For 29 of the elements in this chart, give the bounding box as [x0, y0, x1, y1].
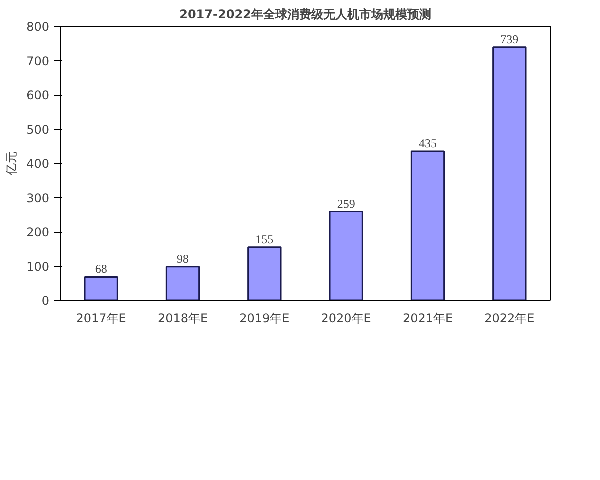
- data-label: 98: [177, 252, 189, 266]
- bar: [410, 150, 446, 300]
- data-label: 155: [256, 232, 274, 246]
- x-tick-label: 2020年E: [321, 312, 372, 326]
- x-tick-label: 2018年E: [158, 312, 208, 326]
- y-tick-label: 500: [26, 122, 50, 137]
- y-tick-label: 700: [26, 54, 50, 68]
- y-tick-label: 300: [26, 191, 50, 206]
- x-tick-label: 2017年E: [76, 312, 126, 326]
- bar: [166, 266, 200, 300]
- bar: [329, 211, 364, 300]
- y-axis-title: 亿元: [4, 152, 19, 176]
- x-tick-label: 2021年E: [402, 312, 454, 326]
- data-label: 68: [95, 262, 108, 276]
- data-label: 435: [419, 136, 437, 151]
- y-tick-label: 400: [26, 157, 50, 171]
- y-tick-label: 100: [26, 260, 50, 274]
- x-tick-label: 2019年E: [240, 312, 290, 326]
- y-tick-label: 0: [42, 294, 50, 308]
- data-label: 259: [337, 196, 356, 211]
- bar: [84, 276, 118, 300]
- x-tick-label: 2022年E: [484, 312, 535, 326]
- bar: [492, 46, 527, 300]
- y-tick-label: 800: [26, 20, 50, 34]
- data-label: 739: [500, 32, 519, 46]
- y-tick-label: 200: [26, 226, 50, 240]
- bar: [248, 246, 282, 300]
- y-tick-label: 600: [26, 88, 50, 102]
- chart-title: 2017-2022年全球消费级无人机市场规模预测: [180, 8, 432, 22]
